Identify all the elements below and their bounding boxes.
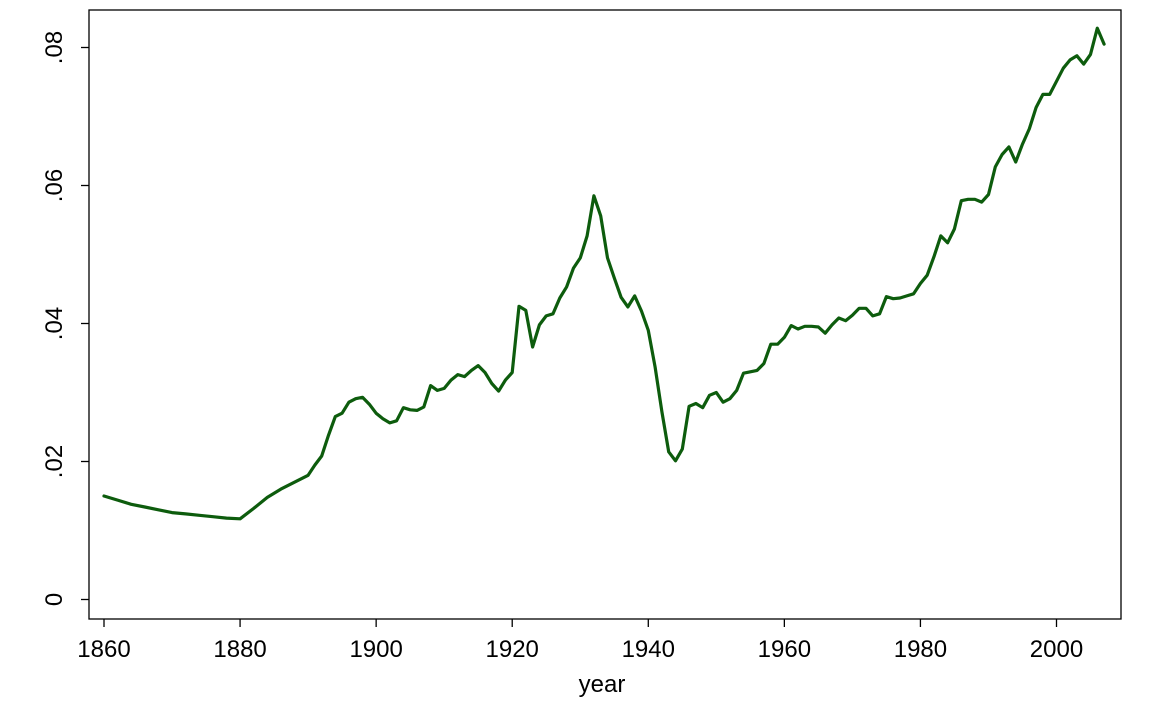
x-tick-label: 1880 [213, 636, 266, 663]
x-tick-label: 2000 [1030, 636, 1083, 663]
x-tick-label: 1960 [758, 636, 811, 663]
x-axis: 1860 1880 1900 1920 1940 1960 1980 2000 [77, 619, 1083, 663]
y-tick-label: .02 [41, 445, 68, 478]
y-axis: 0 .02 .04 .06 .08 [41, 31, 89, 606]
x-tick-label: 1940 [622, 636, 675, 663]
plot-area-frame [88, 9, 1122, 620]
y-tick-label: .06 [41, 169, 68, 202]
x-tick-label: 1860 [77, 636, 130, 663]
y-tick-label: 0 [41, 593, 68, 606]
series-line [102, 26, 1106, 521]
x-axis-title: year [579, 671, 626, 698]
x-tick-label: 1980 [894, 636, 947, 663]
x-tick-label: 1920 [486, 636, 539, 663]
y-tick-label: .04 [41, 307, 68, 340]
x-tick-label: 1900 [349, 636, 402, 663]
y-tick-label: .08 [41, 31, 68, 64]
